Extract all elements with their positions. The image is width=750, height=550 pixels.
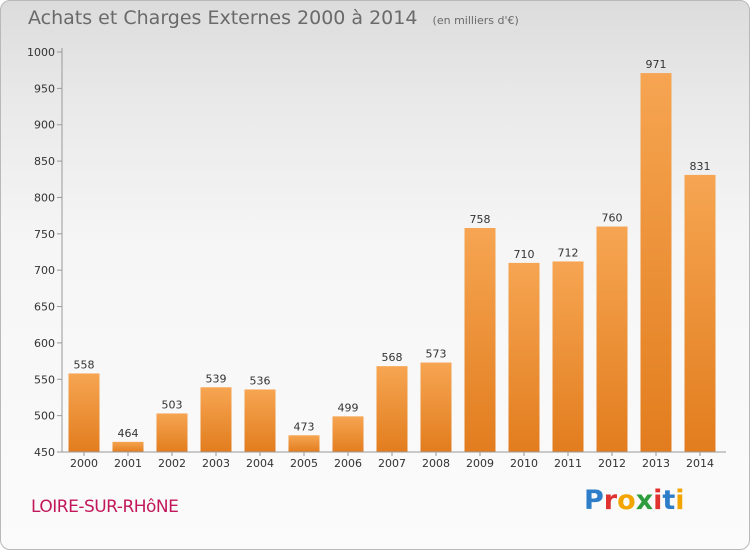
bar-2006 xyxy=(332,416,364,452)
bar-value-label-2004: 536 xyxy=(250,374,271,387)
bar-value-label-2006: 499 xyxy=(338,401,359,414)
bar-2008 xyxy=(420,362,452,452)
bar-value-label-2013: 971 xyxy=(646,58,667,71)
brand-letter: t xyxy=(662,485,676,516)
bar-2005 xyxy=(288,435,320,452)
x-tick-label-2002: 2002 xyxy=(158,457,186,470)
bar-2000 xyxy=(68,373,100,452)
bar-value-label-2001: 464 xyxy=(118,427,139,440)
bar-2004 xyxy=(244,389,276,452)
x-tick-label-2004: 2004 xyxy=(246,457,274,470)
y-axis: 450 500 550 600 650 700 750 800 850 900 950 1000 xyxy=(27,46,63,459)
title-row: Achats et Charges Externes 2000 à 2014 (… xyxy=(28,7,519,29)
bar-value-label-2005: 473 xyxy=(294,420,315,433)
x-tick-label-2000: 2000 xyxy=(70,457,98,470)
bar-2007 xyxy=(376,366,408,452)
y-tick-label: 800 xyxy=(34,191,55,204)
y-tick-label: 550 xyxy=(34,373,55,386)
x-tick-label-2008: 2008 xyxy=(422,457,450,470)
y-tick-label: 700 xyxy=(34,264,55,277)
x-tick-label-2013: 2013 xyxy=(642,457,670,470)
brand-letter: i xyxy=(653,485,663,516)
y-tick-label: 1000 xyxy=(27,46,55,59)
bar-2010 xyxy=(508,262,540,452)
y-tick-label: 500 xyxy=(34,410,55,423)
x-tick-label-2007: 2007 xyxy=(378,457,406,470)
x-axis: 2000 2001 2002 2003 2004 2005 2006 2007 2008 2009… xyxy=(62,451,726,470)
commune-name: LOIRE-SUR-RHôNE xyxy=(31,497,179,517)
brand-letter: x xyxy=(635,485,654,516)
bar-2011 xyxy=(552,261,584,452)
y-tick-label: 900 xyxy=(34,119,55,132)
chart-title: Achats et Charges Externes 2000 à 2014 xyxy=(28,7,418,29)
y-tick-label: 450 xyxy=(34,446,55,459)
bar-value-label-2010: 710 xyxy=(514,248,535,261)
x-tick-label-2009: 2009 xyxy=(466,457,494,470)
bar-2012 xyxy=(596,226,628,452)
bar-value-label-2007: 568 xyxy=(382,351,403,364)
bar-value-label-2009: 758 xyxy=(470,213,491,226)
bar-2009 xyxy=(464,228,496,452)
bar-value-label-2003: 539 xyxy=(206,372,227,385)
y-tick-label: 850 xyxy=(34,155,55,168)
bar-2013 xyxy=(640,73,672,452)
bar-2014 xyxy=(684,174,716,452)
x-tick-label-2012: 2012 xyxy=(598,457,626,470)
x-tick-label-2014: 2014 xyxy=(686,457,714,470)
y-tick-label: 600 xyxy=(34,337,55,350)
bar-value-label-2002: 503 xyxy=(162,398,183,411)
brand-letter: o xyxy=(617,485,636,516)
bar-value-label-2011: 712 xyxy=(558,246,579,259)
bar-2001 xyxy=(112,441,144,452)
chart-subtitle: (en milliers d'€) xyxy=(432,14,519,27)
x-tick-label-2001: 2001 xyxy=(114,457,142,470)
x-tick-label-2006: 2006 xyxy=(334,457,362,470)
y-tick-label: 750 xyxy=(34,228,55,241)
bar-2003 xyxy=(200,387,232,452)
bar-value-label-2000: 558 xyxy=(74,358,95,371)
bars: 558 464 503 539 536 473 499 568 573 758 710 712 760 9… xyxy=(68,58,716,452)
x-tick-label-2010: 2010 xyxy=(510,457,538,470)
bar-value-label-2014: 831 xyxy=(690,160,711,173)
proxiti-logo[interactable]: Proxiti xyxy=(584,485,685,516)
x-tick-label-2003: 2003 xyxy=(202,457,230,470)
brand-letter: r xyxy=(603,485,618,516)
x-tick-label-2011: 2011 xyxy=(554,457,582,470)
bar-value-label-2012: 760 xyxy=(602,212,623,225)
brand-letter: i xyxy=(675,485,685,516)
y-tick-label: 950 xyxy=(34,82,55,95)
x-tick-label-2005: 2005 xyxy=(290,457,318,470)
bar-value-label-2008: 573 xyxy=(426,348,447,361)
brand-letter: P xyxy=(584,485,604,516)
bar-2002 xyxy=(156,413,188,452)
y-tick-label: 650 xyxy=(34,301,55,314)
